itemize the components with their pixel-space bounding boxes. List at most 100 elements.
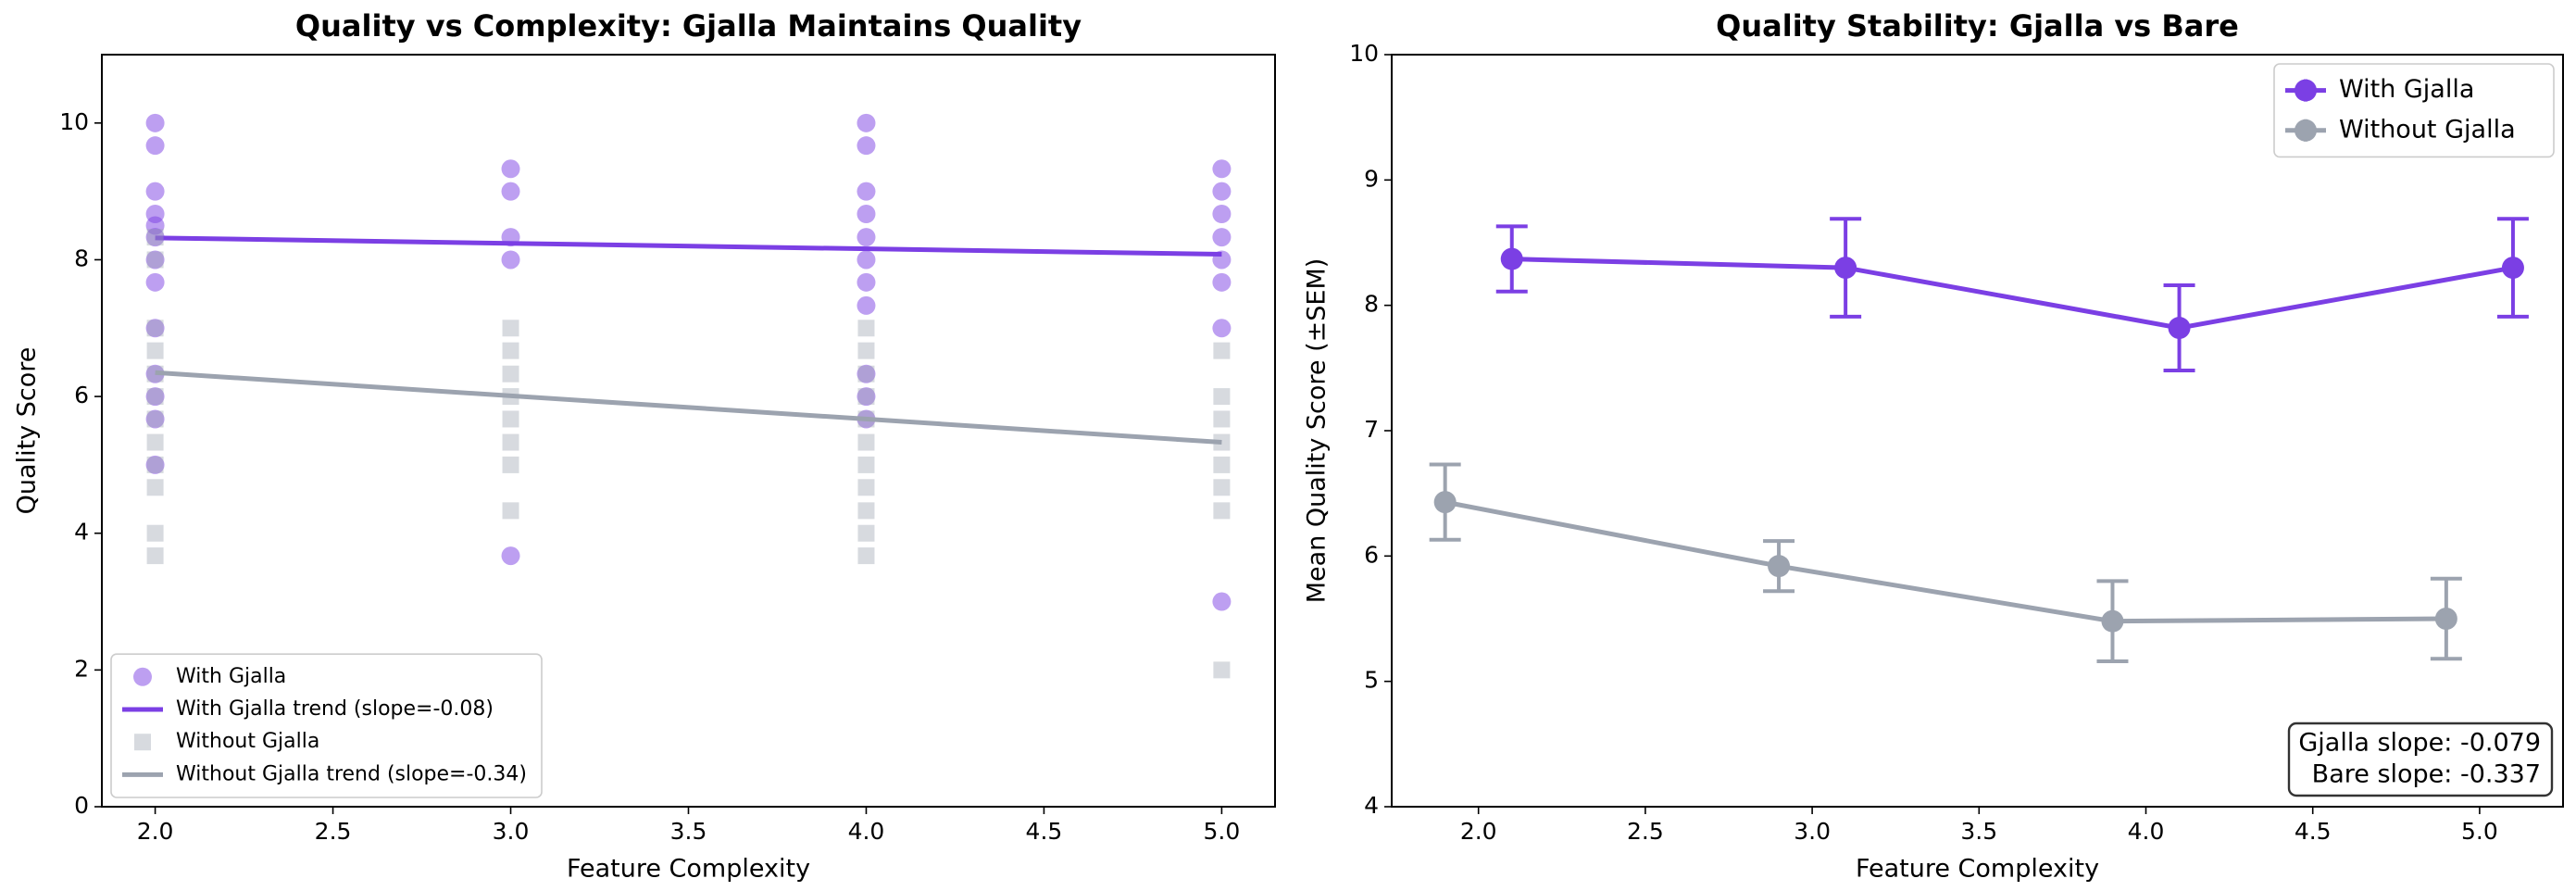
scatter-point <box>1212 319 1232 338</box>
scatter-point <box>1212 159 1232 179</box>
legend-label: Without Gjalla trend (slope=-0.34) <box>176 762 527 785</box>
marker <box>2501 257 2524 280</box>
x-tick-label: 4.0 <box>2128 818 2165 845</box>
scatter-point <box>146 388 164 406</box>
x-tick-label: 2.0 <box>137 818 174 845</box>
scatter-point <box>1213 342 1231 359</box>
plot-area <box>1429 217 2529 664</box>
y-tick-label: 10 <box>1349 40 1379 67</box>
scatter-point <box>146 251 164 269</box>
scatter-point <box>857 113 876 132</box>
y-tick-label: 8 <box>74 245 89 271</box>
marker <box>2101 609 2124 633</box>
x-tick-label: 3.0 <box>493 818 530 845</box>
scatter-point <box>1213 410 1231 428</box>
scatter-point <box>857 204 876 223</box>
x-tick-label: 2.5 <box>1627 818 1664 845</box>
marker <box>2434 608 2457 630</box>
scatter-point <box>857 295 876 315</box>
x-tick-label: 4.0 <box>848 818 885 845</box>
scatter-point <box>857 388 875 406</box>
legend-label: With Gjalla <box>2339 75 2474 104</box>
y-tick-label: 0 <box>74 792 89 819</box>
legend-marker <box>2295 119 2317 142</box>
legend-marker <box>134 734 151 751</box>
legend-box <box>2273 63 2555 158</box>
x-tick-label: 4.5 <box>2295 818 2332 845</box>
legend-marker <box>2295 79 2317 102</box>
axes-frame <box>1391 54 2564 808</box>
chart-title: Quality vs Complexity: Gjalla Maintains … <box>295 8 1082 44</box>
scatter-point <box>502 456 519 473</box>
chart-title: Quality Stability: Gjalla vs Bare <box>1716 8 2239 44</box>
scatter-point <box>1213 456 1231 473</box>
scatter-point <box>857 387 876 407</box>
line <box>1511 257 2514 331</box>
scatter-point <box>145 455 165 474</box>
scatter-point <box>145 182 165 201</box>
scatter-point <box>501 250 520 270</box>
line <box>155 370 1222 446</box>
scatter-point <box>857 342 875 359</box>
x-tick-label: 2.0 <box>1460 818 1497 845</box>
scatter-point <box>857 320 875 337</box>
scatter-point <box>502 365 519 383</box>
scatter-point <box>502 410 519 428</box>
marker <box>1834 257 1857 280</box>
marker <box>1433 491 1457 514</box>
y-tick-label: 10 <box>59 108 89 135</box>
scatter-point <box>857 136 876 156</box>
y-tick-label: 4 <box>74 519 89 546</box>
x-axis-label: Feature Complexity <box>567 855 810 884</box>
scatter-point <box>145 113 165 132</box>
y-axis-label: Quality Score <box>13 347 42 515</box>
marker <box>1768 555 1791 578</box>
axes-frame <box>101 54 1276 808</box>
scatter-point <box>1212 182 1232 201</box>
scatter-point <box>501 159 520 179</box>
scatter-point <box>145 228 165 247</box>
y-axis-label: Mean Quality Score (±SEM) <box>1303 258 1332 604</box>
scatter-point <box>146 410 164 428</box>
legend-marker <box>133 667 152 686</box>
scatter-point <box>1213 479 1231 496</box>
x-axis-label: Feature Complexity <box>1856 855 2099 884</box>
plot-area <box>145 113 1232 679</box>
scatter-point <box>146 524 164 542</box>
legend-label: With Gjalla <box>176 665 286 688</box>
scatter-point <box>857 364 876 383</box>
scatter-point <box>146 342 164 359</box>
scatter-point <box>857 502 875 520</box>
x-tick-label: 5.0 <box>1204 818 1241 845</box>
scatter-point <box>502 433 519 451</box>
y-tick-label: 8 <box>1364 291 1379 318</box>
scatter-point <box>146 479 164 496</box>
scatter-point <box>1213 388 1231 406</box>
scatter-point <box>1213 502 1231 520</box>
scatter-point <box>857 182 876 201</box>
legend-label: With Gjalla trend (slope=-0.08) <box>176 697 494 721</box>
scatter-point <box>145 250 165 270</box>
scatter-point <box>857 456 875 473</box>
scatter-point <box>1212 272 1232 292</box>
scatter-point <box>145 387 165 407</box>
marker <box>2168 317 2191 340</box>
scatter-point <box>502 320 519 337</box>
x-tick-label: 4.5 <box>1026 818 1063 845</box>
scatter-point <box>857 250 876 270</box>
scatter-point <box>857 433 875 451</box>
annotation-text: Bare slope: -0.337 <box>2312 760 2541 789</box>
line <box>155 235 1222 257</box>
scatter-point <box>146 229 164 246</box>
x-tick-label: 3.0 <box>1794 818 1831 845</box>
scatter-point <box>145 272 165 292</box>
y-tick-label: 9 <box>1364 165 1379 192</box>
scatter-point <box>1212 204 1232 223</box>
scatter-point <box>146 456 164 473</box>
x-tick-label: 5.0 <box>2461 818 2498 845</box>
y-tick-label: 5 <box>1364 667 1379 694</box>
y-tick-label: 6 <box>74 382 89 408</box>
line <box>1444 499 2446 624</box>
scatter-point <box>146 320 164 337</box>
y-tick-label: 4 <box>1364 792 1379 819</box>
